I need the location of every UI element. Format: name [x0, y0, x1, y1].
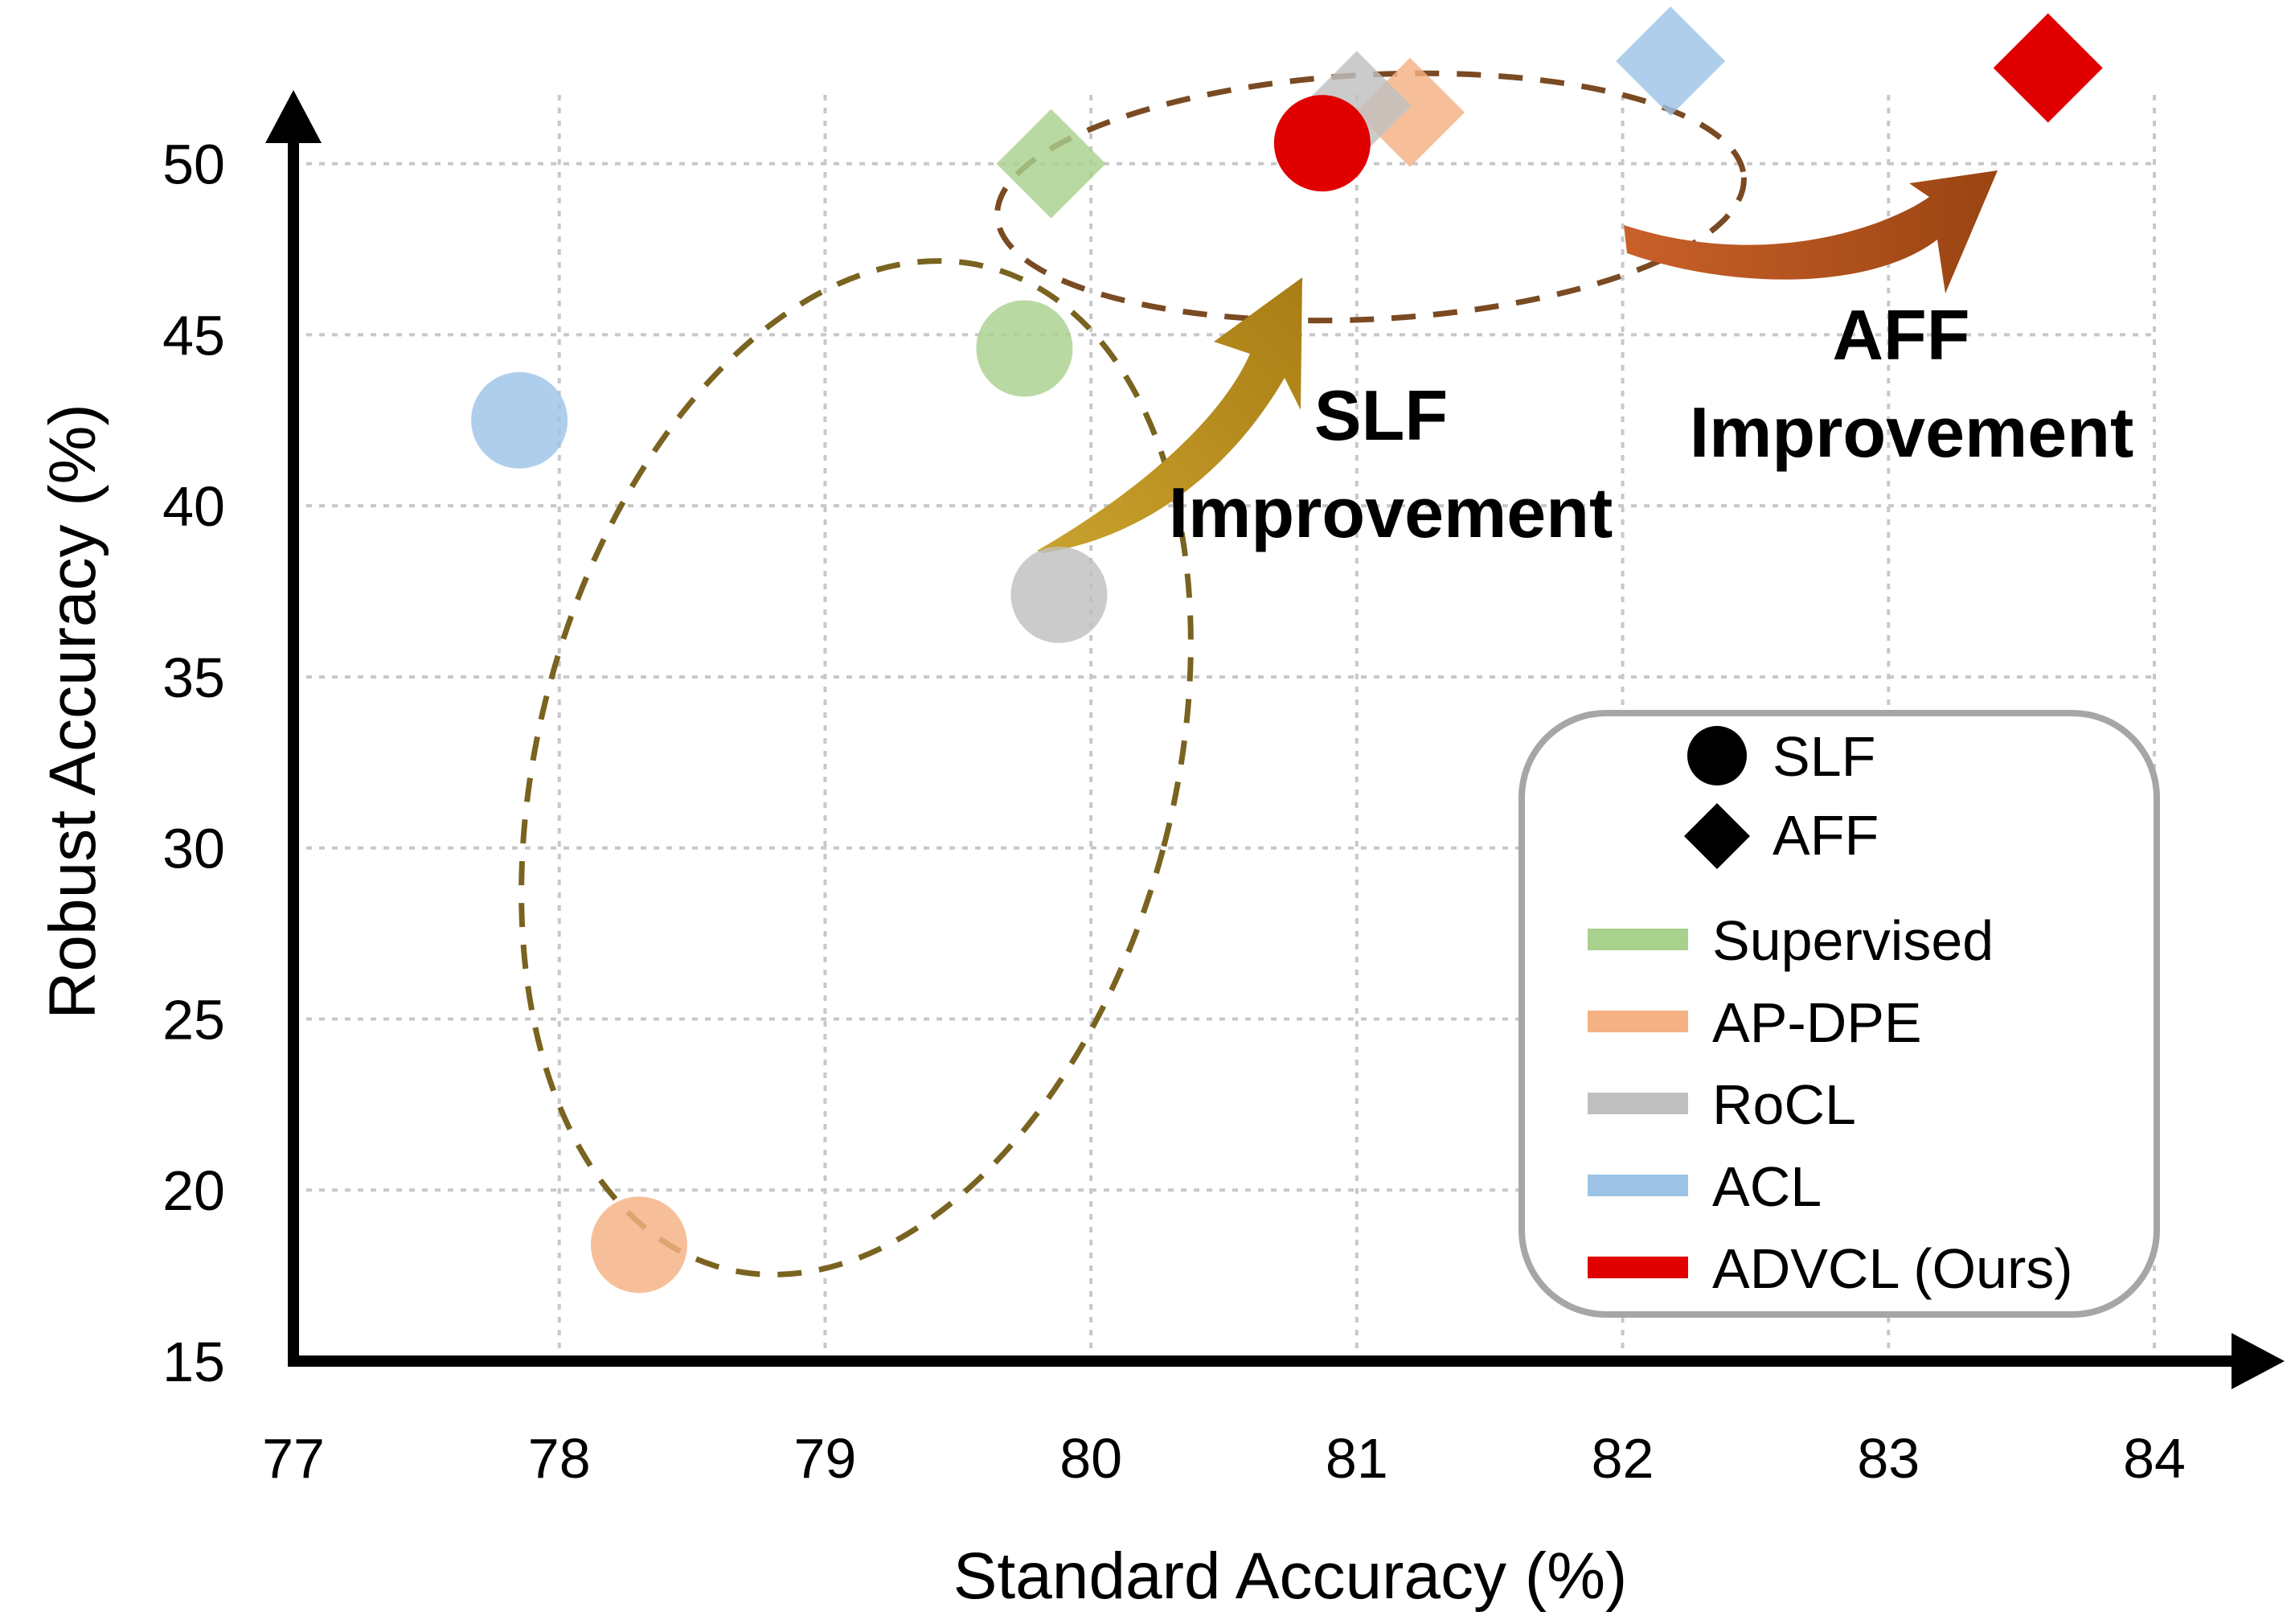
y-tick-label: 50	[162, 133, 225, 196]
x-tick-label: 78	[528, 1427, 591, 1490]
point-diamond	[996, 109, 1106, 219]
aff-improvement-arrow	[1624, 170, 1998, 293]
data-points	[471, 6, 2103, 1294]
y-tick-label: 40	[162, 475, 225, 538]
x-axis-title: Standard Accuracy (%)	[953, 1540, 1628, 1613]
aff-annotation-line1: AFF	[1832, 295, 1969, 375]
y-tick-label: 35	[162, 646, 225, 709]
x-tick-label: 81	[1326, 1427, 1388, 1490]
point-diamond	[1993, 13, 2103, 123]
y-axis-title: Robust Accuracy (%)	[36, 404, 109, 1019]
y-tick-label: 25	[162, 988, 225, 1051]
x-tick-label: 83	[1857, 1427, 1920, 1490]
y-tick-label: 30	[162, 818, 225, 880]
legend-diamond-icon	[1684, 803, 1750, 869]
x-tick-label: 79	[793, 1427, 856, 1490]
aff-annotation-line2: Improvement	[1690, 392, 2134, 472]
legend-marker-label-slf: SLF	[1773, 725, 1875, 788]
x-tick-label: 80	[1059, 1427, 1122, 1490]
legend-series-label: ACL	[1712, 1155, 1822, 1218]
slf-improvement-arrow	[1037, 277, 1302, 553]
y-tick-label: 45	[162, 304, 225, 367]
slf-annotation-line1: SLF	[1314, 375, 1448, 455]
legend-marker-label-aff: AFF	[1773, 804, 1879, 867]
legend-series-label: ADVCL (Ours)	[1712, 1237, 2073, 1300]
point-circle	[1273, 95, 1371, 192]
x-tick-label: 82	[1592, 1427, 1654, 1490]
aff-group-ellipse	[994, 70, 1747, 324]
point-diamond	[1616, 6, 1726, 116]
point-circle	[471, 371, 568, 469]
legend-swatch	[1588, 1175, 1688, 1196]
legend-swatch	[1588, 929, 1688, 950]
x-tick-label: 77	[262, 1427, 325, 1490]
point-circle	[590, 1196, 687, 1294]
point-circle	[976, 300, 1073, 397]
legend-box	[1518, 710, 2160, 1318]
legend-swatch	[1588, 1011, 1688, 1032]
legend: SLF AFF Supervised AP-DPE RoCL ACL ADVCL (Ou…	[1518, 710, 2160, 1318]
point-circle	[1010, 546, 1108, 643]
legend-series-label: AP-DPE	[1712, 991, 1922, 1054]
legend-circle-icon	[1687, 726, 1747, 785]
legend-swatch	[1588, 1093, 1688, 1114]
legend-series-label: Supervised	[1712, 909, 1994, 972]
legend-swatch	[1588, 1257, 1688, 1278]
legend-series-label: RoCL	[1712, 1073, 1856, 1136]
slf-annotation-line2: Improvement	[1169, 473, 1613, 552]
x-axis-arrowhead	[2232, 1333, 2285, 1389]
y-tick-label: 15	[162, 1331, 225, 1393]
y-tick-label: 20	[162, 1159, 225, 1222]
y-axis-arrowhead	[265, 90, 322, 143]
slf-group-ellipse	[518, 258, 1194, 1277]
tick-labels: 77 78 79 80 81 82 83 84 15 20 25 30 35 40 45 50	[162, 133, 2186, 1490]
x-tick-label: 84	[2123, 1427, 2186, 1490]
